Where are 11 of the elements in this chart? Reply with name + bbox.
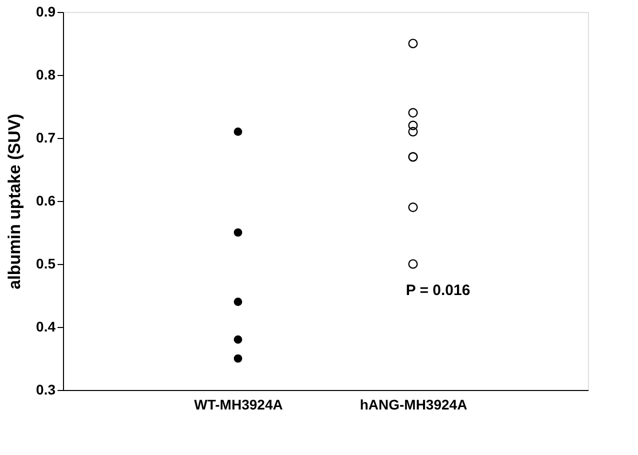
annotation: P = 0.016	[406, 282, 470, 299]
y-tick-label: 0.3	[36, 382, 56, 398]
y-tick-label: 0.6	[36, 192, 56, 208]
y-tick-label: 0.4	[36, 318, 56, 334]
y-tick-label: 0.9	[36, 4, 56, 20]
x-tick-label: hANG-MH3924A	[360, 396, 468, 412]
y-tick-label: 0.5	[36, 256, 56, 272]
y-tick-label: 0.7	[36, 130, 56, 146]
y-tick-label: 0.8	[36, 66, 56, 82]
x-tick-label: WT-MH3924A	[194, 396, 283, 412]
y-axis-title: albumin uptake (SUV)	[5, 114, 24, 290]
